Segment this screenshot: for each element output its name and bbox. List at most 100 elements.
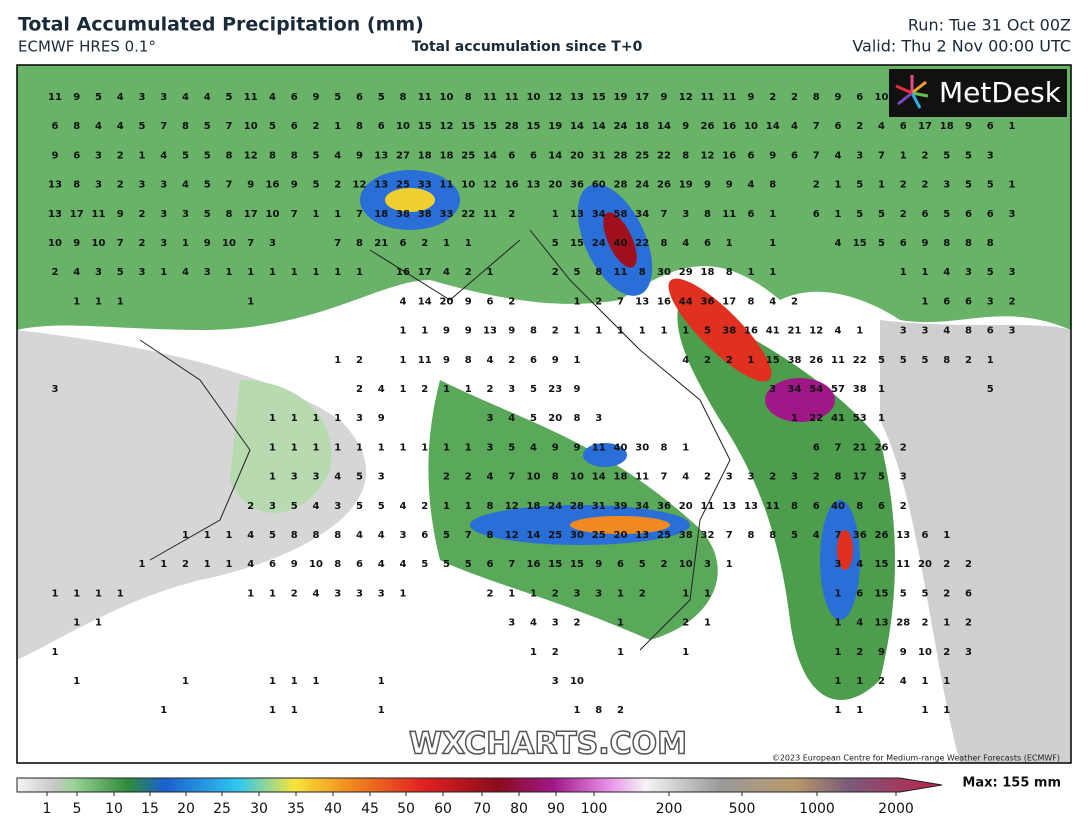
grid-value: 32	[701, 530, 715, 541]
grid-value: 7	[291, 209, 298, 220]
grid-value: 2	[878, 676, 885, 687]
grid-value: 53	[853, 413, 867, 424]
grid-value: 9	[748, 92, 755, 103]
grid-value: 2	[856, 647, 863, 658]
grid-value: 5	[465, 559, 472, 570]
grid-value: 8	[813, 92, 820, 103]
grid-value: 5	[530, 384, 537, 395]
grid-value: 22	[657, 150, 671, 161]
grid-value: 8	[987, 238, 994, 249]
grid-value: 1	[878, 180, 885, 191]
grid-value: 6	[748, 150, 755, 161]
colorbar-tick-label: 30	[250, 801, 268, 817]
grid-value: 3	[704, 559, 711, 570]
grid-value: 1	[421, 442, 428, 453]
grid-value: 14	[592, 121, 606, 132]
grid-value: 20	[548, 413, 562, 424]
grid-value: 1	[617, 588, 624, 599]
grid-value: 11	[92, 209, 106, 220]
grid-value: 6	[400, 238, 407, 249]
grid-value: 2	[965, 355, 972, 366]
grid-value: 1	[574, 705, 581, 716]
grid-value: 9	[878, 647, 885, 658]
grid-value: 14	[657, 121, 671, 132]
grid-value: 1	[552, 209, 559, 220]
grid-value: 11	[244, 92, 258, 103]
corsica-rain	[230, 380, 332, 513]
grid-value: 8	[182, 121, 189, 132]
grid-value: 1	[835, 180, 842, 191]
grid-value: 19	[614, 92, 628, 103]
grid-value: 2	[943, 588, 950, 599]
grid-value: 25	[657, 530, 671, 541]
grid-value: 13	[48, 209, 62, 220]
grid-value: 1	[748, 355, 755, 366]
grid-value: 2	[704, 472, 711, 483]
grid-value: 8	[487, 501, 494, 512]
grid-value: 13	[896, 530, 910, 541]
grid-value: 1	[182, 238, 189, 249]
grid-value: 1	[160, 267, 167, 278]
grid-value: 11	[896, 559, 910, 570]
grid-value: 3	[356, 413, 363, 424]
grid-value: 21	[788, 326, 802, 337]
grid-value: 4	[943, 326, 950, 337]
grid-value: 9	[465, 296, 472, 307]
grid-value: 3	[139, 92, 146, 103]
grid-value: 10	[461, 180, 475, 191]
grid-value: 5	[182, 150, 189, 161]
grid-value: 2	[508, 355, 515, 366]
grid-value: 5	[530, 413, 537, 424]
model: ECMWF HRES 0.1°	[18, 38, 156, 56]
grid-value: 12	[244, 150, 258, 161]
grid-value: 3	[487, 413, 494, 424]
grid-value: 9	[552, 442, 559, 453]
grid-value: 7	[226, 121, 233, 132]
colorbar-tick-label: 20	[177, 801, 195, 817]
grid-value: 8	[269, 150, 276, 161]
grid-value: 1	[334, 209, 341, 220]
grid-value: 1	[682, 588, 689, 599]
grid-value: 1	[900, 150, 907, 161]
grid-value: 5	[139, 121, 146, 132]
grid-value: 15	[483, 121, 497, 132]
grid-value: 2	[117, 180, 124, 191]
grid-value: 1	[1009, 180, 1016, 191]
grid-value: 7	[878, 150, 885, 161]
grid-value: 5	[856, 209, 863, 220]
grid-value: 1	[313, 442, 320, 453]
grid-value: 10	[527, 472, 541, 483]
grid-value: 8	[400, 92, 407, 103]
grid-value: 2	[139, 238, 146, 249]
grid-value: 1	[204, 559, 211, 570]
grid-value: 1	[291, 413, 298, 424]
colorbar-tick-label: 5	[73, 801, 82, 817]
grid-value: 8	[552, 472, 559, 483]
grid-value: 36	[853, 530, 867, 541]
grid-value: 6	[813, 501, 820, 512]
grid-value: 2	[552, 647, 559, 658]
grid-value: 17	[70, 209, 84, 220]
grid-value: 2	[552, 326, 559, 337]
grid-value: 7	[117, 238, 124, 249]
grid-value: 38	[396, 209, 410, 220]
grid-value: 16	[266, 180, 280, 191]
grid-value: 3	[965, 267, 972, 278]
grid-value: 4	[117, 121, 124, 132]
grid-value: 40	[614, 442, 628, 453]
grid-value: 5	[95, 92, 102, 103]
grid-value: 11	[701, 501, 715, 512]
grid-value: 20	[570, 150, 584, 161]
grid-value: 6	[965, 209, 972, 220]
grid-value: 13	[570, 209, 584, 220]
grid-value: 2	[465, 472, 472, 483]
grid-value: 4	[682, 472, 689, 483]
grid-value: 5	[356, 472, 363, 483]
title: Total Accumulated Precipitation (mm)	[18, 14, 424, 36]
grid-value: 1	[704, 588, 711, 599]
grid-value: 1	[247, 588, 254, 599]
grid-value: 14	[766, 121, 780, 132]
grid-value: 2	[508, 296, 515, 307]
grid-value: 16	[505, 180, 519, 191]
